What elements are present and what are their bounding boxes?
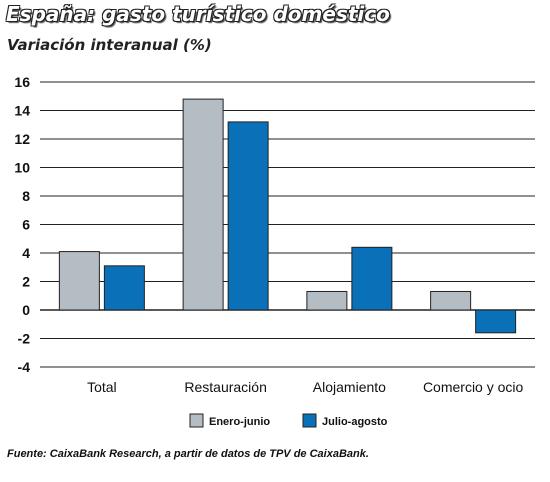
x-tick-label: Alojamiento xyxy=(313,379,386,395)
y-tick-label: 6 xyxy=(22,217,30,233)
legend-swatch-julio-agosto xyxy=(302,413,317,428)
y-tick-label: 0 xyxy=(22,302,30,318)
x-tick-label: Total xyxy=(87,379,117,395)
y-tick-label: 10 xyxy=(14,160,30,176)
y-tick-label: 4 xyxy=(22,245,30,261)
bar-enero-junio-total xyxy=(58,251,100,311)
y-tick-label: 8 xyxy=(22,188,30,204)
y-tick-label: 12 xyxy=(14,131,30,147)
chart-title: España: gasto turístico doméstico xyxy=(6,2,390,26)
bar-julio-agosto-alojamiento xyxy=(351,246,393,311)
y-tick-label: -2 xyxy=(18,331,31,347)
bar-julio-agosto-total xyxy=(103,265,145,311)
y-tick-label: 16 xyxy=(14,74,30,90)
y-tick-label: -4 xyxy=(18,359,31,375)
chart-subtitle: Variación interanual (%) xyxy=(7,36,212,54)
legend-label-julio-agosto: Julio-agosto xyxy=(322,416,388,428)
bar-enero-junio-comercio-y-ocio xyxy=(430,290,472,311)
x-tick-label: Comercio y ocio xyxy=(423,379,524,395)
y-tick-label: 2 xyxy=(22,274,30,290)
legend-swatch-enero-junio xyxy=(189,413,204,428)
y-tick-label: 14 xyxy=(14,103,30,119)
bar-enero-junio-alojamiento xyxy=(306,290,348,311)
bar-julio-agosto-restauracion xyxy=(227,121,269,311)
bar-julio-agosto-comercio-y-ocio xyxy=(475,309,517,334)
source-note: Fuente: CaixaBank Research, a partir de … xyxy=(7,448,369,460)
bar-enero-junio-restauracion xyxy=(182,98,224,311)
legend-label-enero-junio: Enero-junio xyxy=(209,416,270,428)
x-tick-label: Restauración xyxy=(184,379,267,395)
